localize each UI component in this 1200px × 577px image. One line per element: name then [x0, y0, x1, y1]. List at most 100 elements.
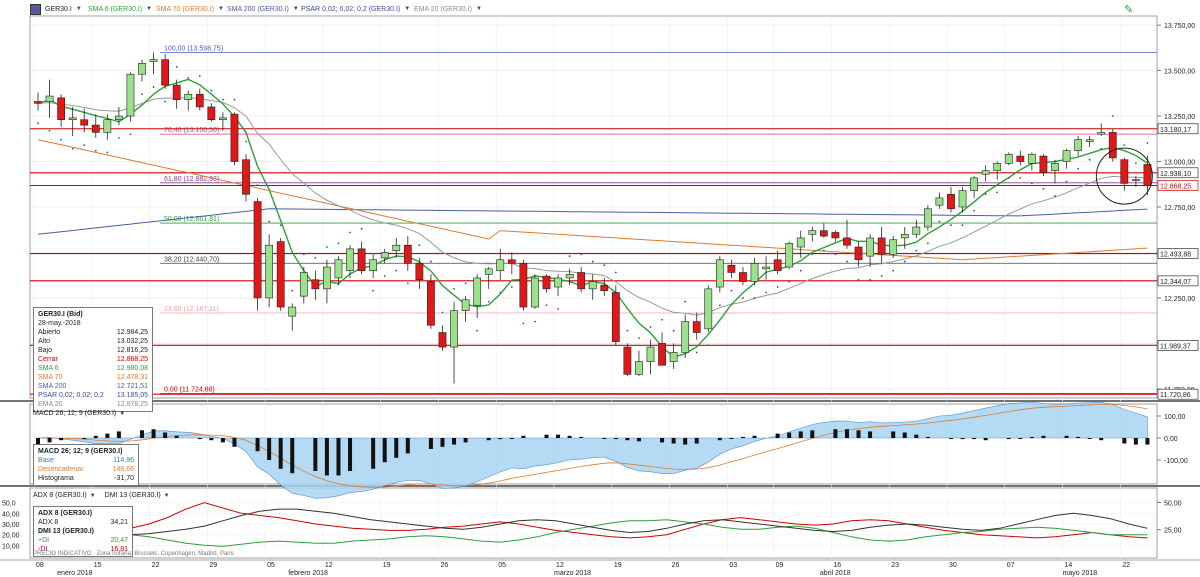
psar-dot	[822, 249, 825, 252]
candle-body	[126, 73, 135, 117]
macd-histogram-bar	[1099, 438, 1104, 441]
candle-body	[1108, 132, 1117, 159]
psar-dot	[152, 86, 155, 88]
info-row-label: SMA 6	[38, 365, 59, 372]
month-label: enero 2018	[57, 570, 93, 577]
candle-body	[773, 259, 782, 271]
psar-dot	[984, 193, 987, 196]
macd-tick-label: 0,00	[1164, 436, 1178, 443]
macd-histogram-bar	[948, 438, 953, 439]
psar-dot	[441, 311, 444, 314]
psar-tab[interactable]: PSAR 0,02; 0,02; 0,2 (GER30.I) ▼	[301, 2, 410, 16]
macd-histogram-bar	[844, 429, 849, 438]
sma200-tab[interactable]: SMA 200 (GER30.I) ▼	[227, 2, 299, 16]
candle-body	[68, 117, 77, 120]
candle-body	[658, 343, 666, 366]
chevron-down-icon[interactable]: ▼	[404, 6, 411, 12]
macd-histogram-bar	[556, 434, 561, 438]
adx-row-value: 20,47	[110, 537, 128, 544]
chevron-down-icon[interactable]: ▼	[89, 492, 96, 499]
psar-dot	[857, 278, 860, 281]
info-row: Bajo 12.816,25	[38, 346, 148, 355]
chevron-down-icon[interactable]: ▼	[217, 6, 224, 12]
candle-body	[184, 93, 193, 100]
candle-body	[889, 239, 898, 255]
candle-body	[473, 277, 482, 306]
macd-histogram-bar	[1122, 438, 1127, 444]
candle-body	[253, 201, 262, 299]
macd-histogram-bar	[579, 436, 584, 438]
ema20-tab[interactable]: EMA 20 (GER30.I) ▼	[414, 2, 482, 16]
macd-histogram-bar	[972, 438, 977, 440]
price-level-tag-label: 11.720,86	[1160, 392, 1191, 399]
time-tick-label: 05	[267, 562, 275, 569]
macd-row-value: 146,66	[112, 466, 134, 473]
adx-row: ADX 8 (GER30.I)	[38, 509, 128, 518]
chevron-down-icon[interactable]: ▼	[75, 6, 82, 12]
adx-left-tick-label: 30,00	[2, 522, 20, 529]
macd-histogram-bar	[960, 438, 965, 440]
candle-body	[1143, 164, 1152, 186]
psar-dot	[326, 246, 328, 248]
time-tick-label: 22	[1122, 562, 1130, 569]
candle-body	[311, 279, 320, 290]
time-tick-label: 07	[1007, 562, 1015, 569]
candle-body	[288, 306, 297, 317]
macd-row-value: -31,70	[114, 475, 134, 482]
macd-histogram-bar	[787, 432, 792, 438]
edit-pencil-icon[interactable]: ✎	[1124, 4, 1134, 16]
chevron-down-icon[interactable]: ▼	[146, 6, 153, 12]
psar-dot	[1134, 162, 1137, 165]
candle-body	[103, 119, 112, 133]
month-label: abril 2018	[820, 570, 851, 577]
chevron-down-icon[interactable]: ▼	[119, 410, 126, 417]
candle-body	[438, 332, 447, 348]
ema20-label: EMA 20 (GER30.I)	[414, 5, 472, 13]
macd-histogram-bar	[729, 438, 734, 439]
macd-row: Histograma -31,70	[38, 474, 134, 483]
adx-row-label: +DI	[38, 537, 50, 544]
psar-dot	[788, 280, 791, 283]
macd-histogram-bar	[544, 434, 549, 438]
candle-body	[623, 346, 632, 375]
candle-body	[819, 230, 828, 237]
macd-title[interactable]: MACD 26; 12; 9 (GER30.I) ▼	[33, 410, 125, 417]
psar-dot	[256, 184, 259, 187]
sma6-label: SMA 6 (GER30.I)	[88, 5, 143, 13]
fib-level-label: 0,00 (11.724,88)	[164, 386, 215, 393]
sma6-tab[interactable]: SMA 6 (GER30.I) ▼	[88, 2, 152, 16]
chevron-down-icon[interactable]: ▼	[475, 6, 482, 12]
macd-histogram-bar	[1076, 436, 1081, 438]
month-label: marzo 2018	[554, 570, 591, 577]
info-rows: Abierto 12.984,25 Alto 13.032,25 Bajo 12.816,…	[38, 328, 148, 409]
info-row-value: 13.185,05	[116, 392, 148, 399]
macd-histogram-bar	[740, 436, 745, 438]
psar-dot	[1146, 142, 1149, 144]
fib-level-label: 61,80 (12.882,93)	[164, 176, 219, 183]
info-row-label: SMA 200	[38, 383, 67, 390]
psar-dot	[406, 282, 409, 285]
chevron-down-icon[interactable]: ▼	[292, 6, 299, 12]
chevron-down-icon[interactable]: ▼	[163, 492, 170, 499]
psar-dot	[1030, 182, 1033, 185]
psar-dot	[638, 337, 640, 339]
info-row-value: 13.032,25	[116, 338, 148, 345]
adx-row: -DI 16,81	[38, 545, 128, 554]
candle-body	[380, 252, 389, 259]
macd-histogram-bar	[452, 438, 457, 445]
psar-dot	[950, 224, 952, 227]
adx-title[interactable]: ADX 8 (GER30.I) ▼ DMI 13 (GER30.I) ▼	[33, 492, 170, 499]
time-tick-label: 29	[209, 562, 217, 569]
chart-type-icon[interactable]	[30, 3, 41, 15]
sma70-tab[interactable]: SMA 70 (GER30.I) ▼	[156, 2, 224, 16]
candle-body	[796, 237, 805, 248]
psar-dot	[846, 260, 848, 263]
macd-histogram-bar	[683, 438, 688, 445]
macd-histogram-bar	[278, 438, 283, 469]
candle-body	[750, 263, 759, 282]
sma70-line	[37, 139, 1148, 261]
symbol-tab[interactable]: GER30.I ▼	[30, 2, 82, 16]
adx-row-value: 34,21	[110, 519, 128, 526]
info-row-label: EMA 20	[38, 401, 63, 408]
